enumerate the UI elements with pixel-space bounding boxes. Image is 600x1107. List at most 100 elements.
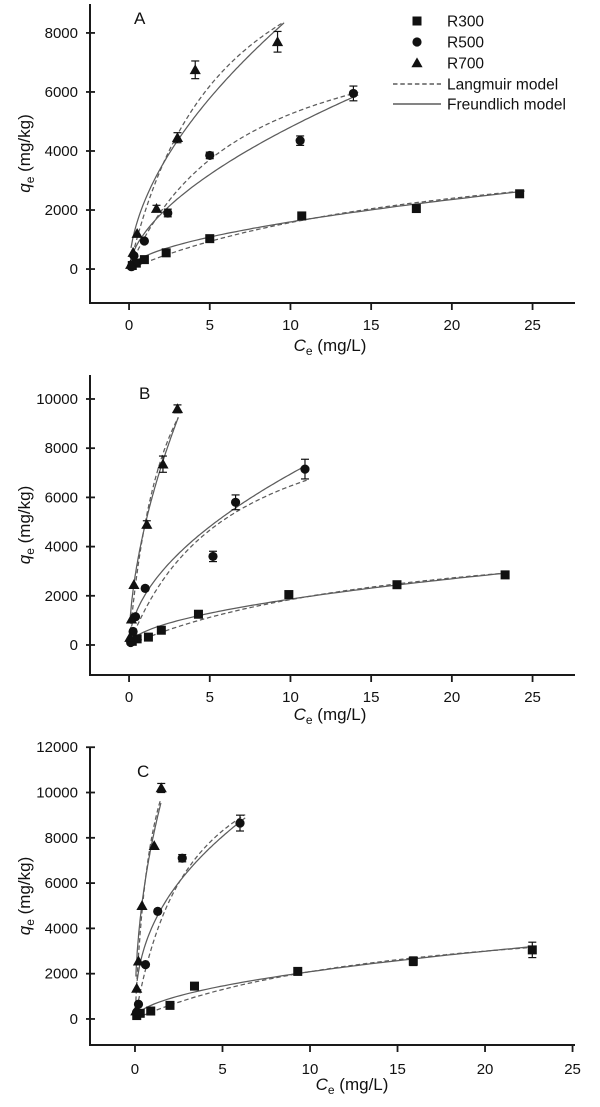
r300-data-point (297, 211, 307, 221)
r500-langmuir-curve (136, 814, 246, 1008)
r300-langmuir-curve (130, 190, 525, 269)
axis-spines (89, 747, 575, 1046)
y-tick-label: 0 (70, 637, 78, 654)
x-tick-label: 20 (444, 689, 461, 706)
y-tick-label: 4000 (45, 143, 78, 160)
r300-data-point (132, 634, 142, 644)
x-tick-label: 5 (218, 1061, 226, 1078)
r300-data-point (392, 580, 402, 590)
x-tick-label: 20 (444, 317, 461, 334)
r700-data-point (132, 955, 145, 966)
x-tick-label: 0 (131, 1061, 139, 1078)
r500-data-point (235, 818, 245, 828)
r300-data-point (193, 609, 203, 619)
x-tick-label: 10 (282, 317, 299, 334)
r700-data-point (171, 132, 184, 143)
r700-data-point (155, 782, 167, 793)
x-axis-title: Ce (mg/L) (294, 336, 367, 358)
r700-data-point (127, 246, 139, 257)
y-tick-label: 2000 (45, 966, 78, 983)
y-tick-label: 8000 (45, 830, 78, 847)
r300-freundlich-curve (130, 190, 525, 266)
r700-data-point (130, 1005, 142, 1016)
r700-freundlich-curve (129, 417, 179, 617)
r700-data-point (128, 579, 140, 590)
y-tick-label: 4000 (45, 920, 78, 937)
y-tick-label: 2000 (45, 588, 78, 605)
r700-data-point (171, 403, 184, 414)
panel-label: A (134, 9, 146, 28)
panel-c-chart: 0 2000 4000 6000 8000 10000 12000 0 5 10 15 20 25 C Ce… (15, 740, 581, 1097)
r700-langmuir-curve (129, 417, 179, 632)
r500-data-point (153, 906, 163, 916)
y-tick-label: 4000 (45, 539, 78, 556)
r300-data-point (205, 234, 215, 244)
x-tick-label: 10 (302, 1061, 319, 1078)
r500-data-point (139, 236, 149, 246)
x-tick-label: 15 (363, 317, 380, 334)
legend-label: Freundlich model (447, 97, 566, 114)
r500-data-point (295, 136, 305, 146)
r300-data-point (146, 1006, 156, 1016)
r300-data-point (293, 966, 303, 976)
y-tick-label: 12000 (36, 740, 78, 756)
legend-circle-marker (412, 37, 422, 47)
x-tick-label: 25 (564, 1061, 581, 1078)
r300-data-point (515, 189, 525, 199)
r700-data-point (136, 900, 148, 911)
x-tick-label: 25 (524, 317, 541, 334)
y-tick-label: 10000 (36, 391, 78, 408)
legend-triangle-marker (411, 57, 423, 68)
r700-langmuir-curve (130, 21, 285, 262)
r700-freundlich-curve (130, 22, 285, 249)
r300-data-point (411, 204, 421, 214)
legend-label: R500 (447, 35, 484, 52)
panel-a-chart: 0 2000 4000 6000 8000 0 5 10 15 20 25 A Ce (mg/L) qe … (15, 4, 575, 358)
y-tick-label: 2000 (45, 202, 78, 219)
legend-label: R300 (447, 14, 484, 31)
x-tick-label: 0 (125, 317, 133, 334)
r300-data-point (189, 981, 199, 991)
y-tick-label: 8000 (45, 440, 78, 457)
r700-data-point (148, 840, 160, 851)
r300-freundlich-curve (135, 945, 535, 1016)
y-tick-label: 6000 (45, 875, 78, 892)
r300-langmuir-curve (130, 572, 507, 645)
r700-data-point (131, 228, 143, 238)
x-tick-label: 5 (206, 317, 214, 334)
r300-data-point (527, 945, 537, 955)
r300-data-point (156, 625, 166, 635)
x-axis-title: Ce (mg/L) (294, 705, 367, 727)
r300-data-point (284, 590, 294, 600)
r700-data-point (125, 259, 137, 269)
r700-data-point (124, 632, 136, 642)
r500-data-point (300, 464, 310, 474)
r500-data-point (140, 960, 151, 970)
axis-spines (89, 375, 575, 676)
r500-data-point (230, 497, 241, 507)
y-tick-label: 10000 (36, 785, 78, 802)
r700-data-point (131, 982, 143, 993)
r300-data-point (165, 1000, 175, 1010)
y-axis-title: qe (mg/kg) (15, 114, 37, 193)
r500-freundlich-curve (130, 464, 307, 627)
y-tick-label: 6000 (45, 489, 78, 506)
r300-freundlich-curve (130, 572, 507, 642)
legend-square-marker (412, 16, 422, 26)
r500-data-point (348, 88, 359, 99)
y-tick-label: 8000 (45, 25, 78, 42)
r500-data-point (208, 551, 218, 562)
y-tick-label: 0 (70, 1011, 78, 1028)
y-axis-title: qe (mg/kg) (15, 857, 37, 936)
r500-langmuir-curve (130, 91, 359, 264)
r500-data-point (163, 208, 173, 218)
x-tick-label: 15 (363, 689, 380, 706)
r700-data-point (141, 518, 153, 529)
x-tick-label: 5 (206, 689, 214, 706)
legend-label: R700 (447, 56, 484, 73)
r700-data-point (189, 64, 201, 75)
r700-langmuir-curve (135, 798, 162, 1001)
r700-freundlich-curve (135, 802, 162, 977)
r300-data-point (143, 632, 153, 642)
